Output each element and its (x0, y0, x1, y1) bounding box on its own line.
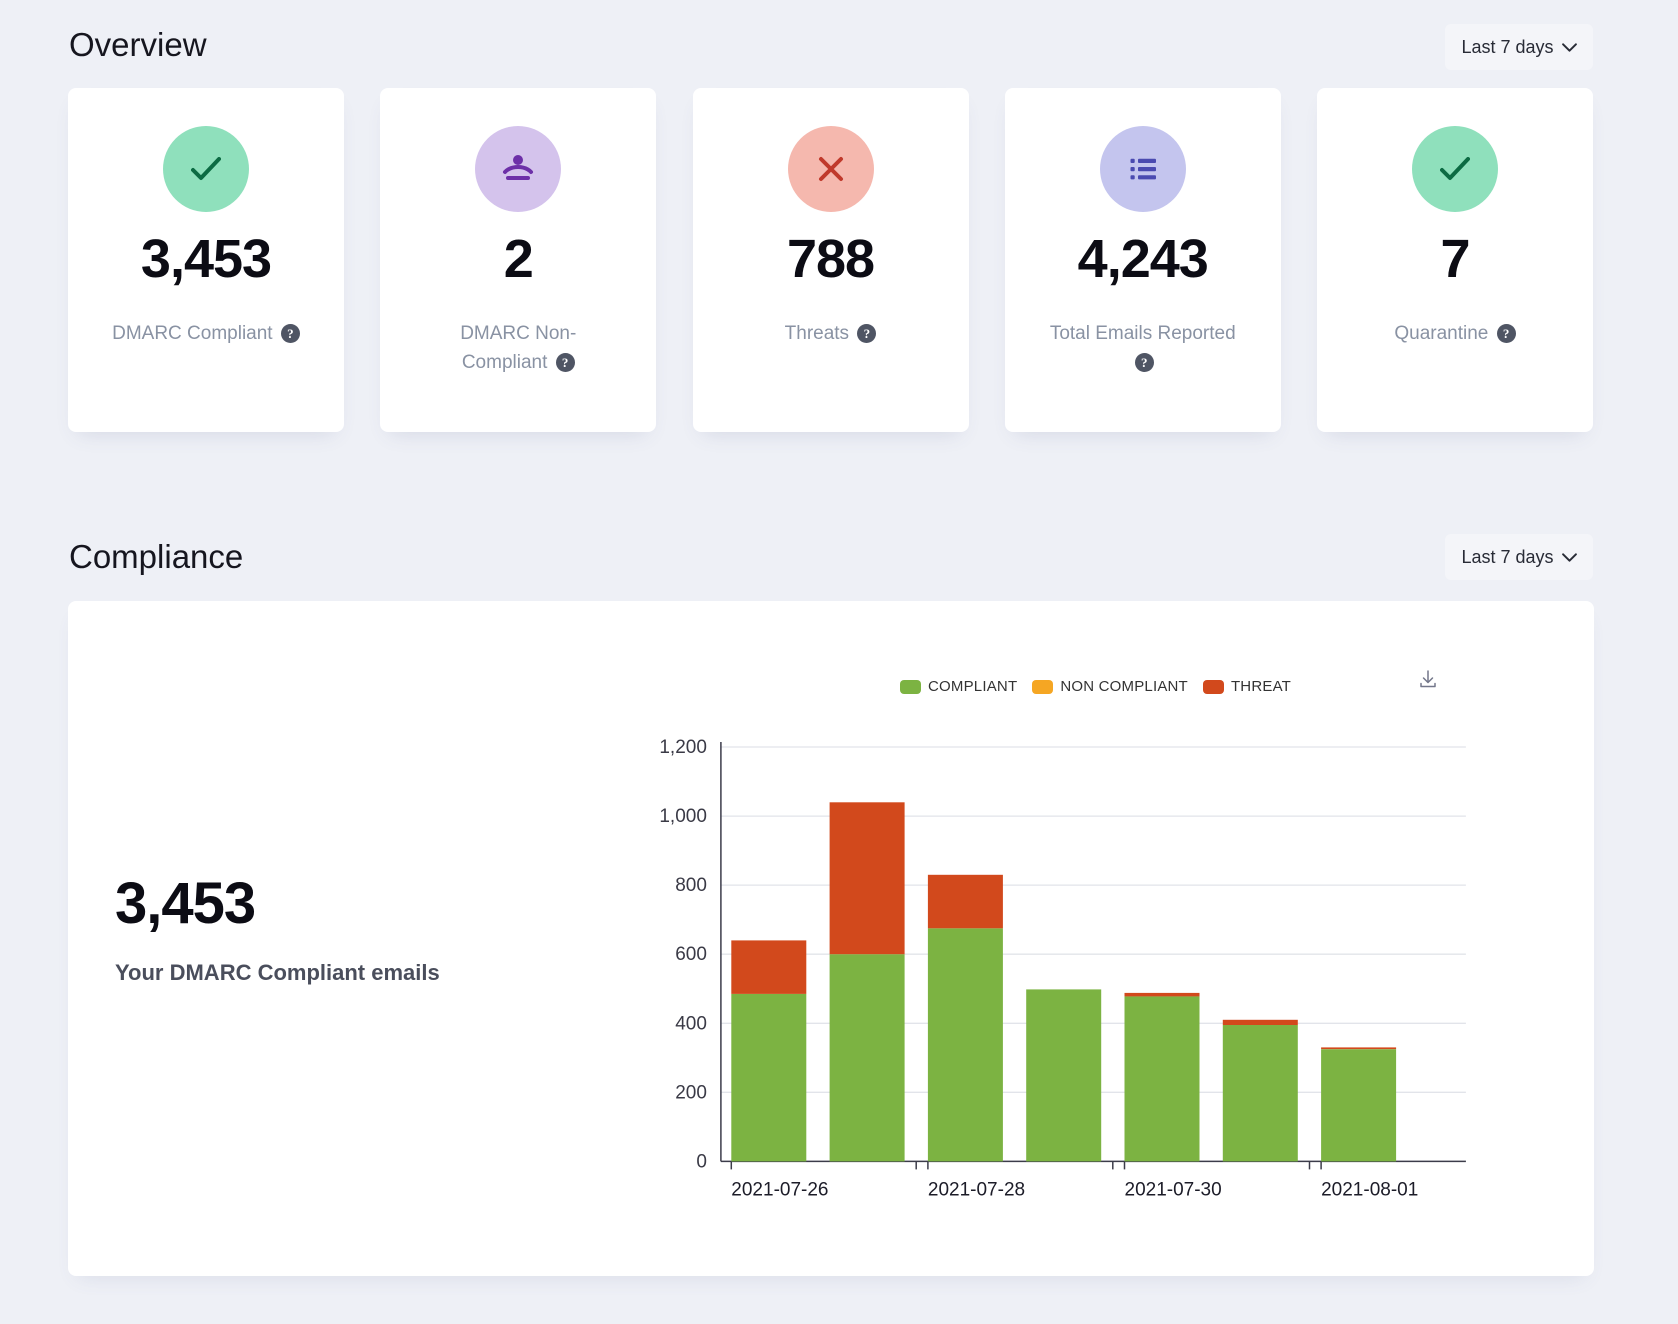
svg-text:2021-08-01: 2021-08-01 (1321, 1179, 1418, 1200)
svg-text:1,200: 1,200 (659, 737, 707, 758)
svg-text:400: 400 (675, 1013, 707, 1034)
svg-text:200: 200 (675, 1082, 707, 1103)
svg-text:2021-07-26: 2021-07-26 (731, 1179, 828, 1200)
svg-text:600: 600 (675, 944, 707, 965)
svg-text:800: 800 (675, 875, 707, 896)
svg-text:2021-07-28: 2021-07-28 (928, 1179, 1025, 1200)
svg-text:2021-07-30: 2021-07-30 (1125, 1179, 1222, 1200)
svg-text:1,000: 1,000 (659, 806, 707, 827)
svg-text:0: 0 (696, 1151, 707, 1172)
